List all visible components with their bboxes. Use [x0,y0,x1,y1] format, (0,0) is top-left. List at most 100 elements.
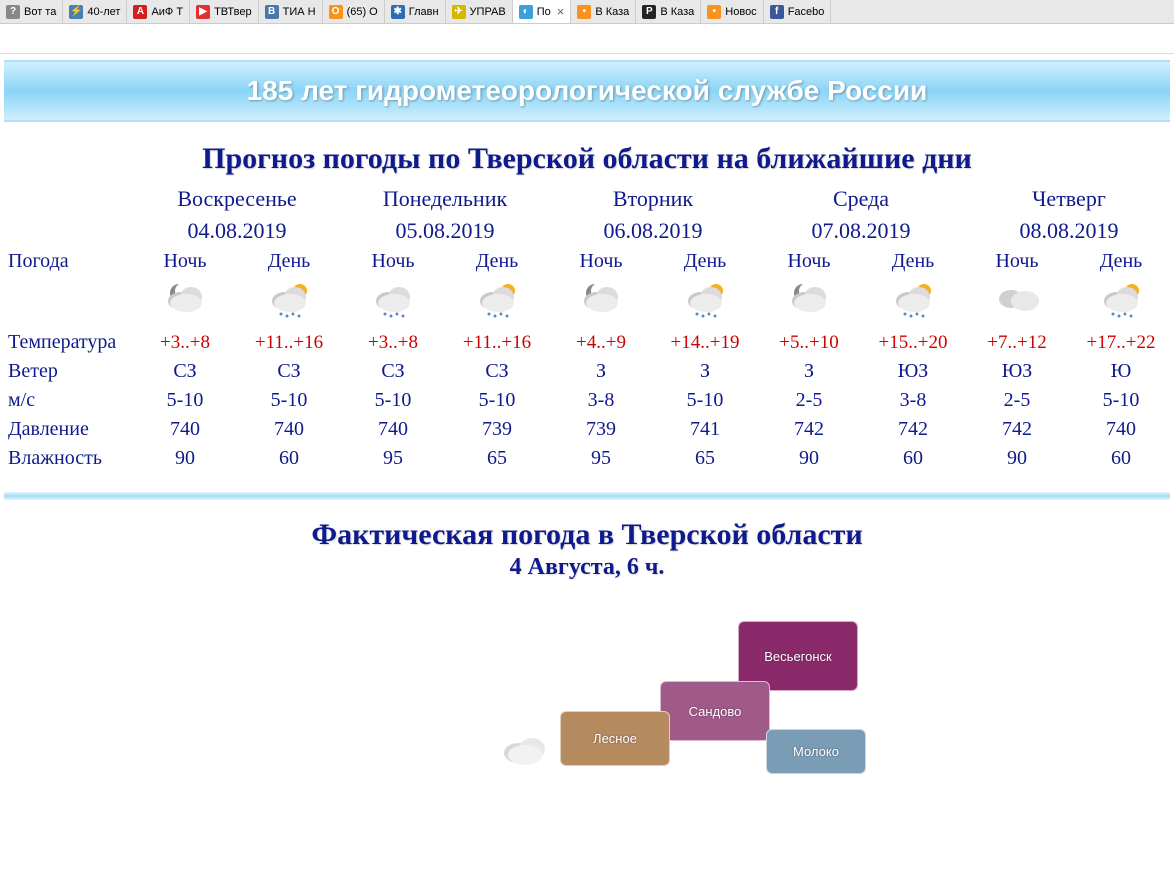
pressure-cell-8: 742 [966,416,1068,443]
tab-label-6: Главн [409,6,439,18]
weather-icon-cell-0 [134,277,236,327]
row-part-labels: Погода НочьДеньНочьДеньНочьДеньНочьДеньН… [2,248,1172,275]
cloud-rain-icon [369,302,417,324]
temp-cell-6: +5..+10 [758,329,860,356]
row-humidity: Влажность 90609565956590609060 [2,445,1172,472]
wind-dir-cell-6: З [758,358,860,385]
actual-weather-title: Фактическая погода в Тверской области [0,518,1174,552]
row-day-names: ВоскресеньеПонедельникВторникСредаЧетвер… [2,184,1172,214]
tab-favicon-11: • [707,5,721,19]
pressure-cell-1: 740 [238,416,340,443]
anniversary-banner: 185 лет гидрометеорологической службе Ро… [4,60,1170,122]
temp-cell-9: +17..+22 [1070,329,1172,356]
row-label-pressure: Давление [2,416,132,443]
map-region-Сандово[interactable]: Сандово [660,681,770,741]
wind-dir-cell-9: Ю [1070,358,1172,385]
night-cloud-icon [577,302,625,324]
forecast-table: ВоскресеньеПонедельникВторникСредаЧетвер… [0,182,1174,474]
wind-speed-cell-3: 5-10 [446,387,548,414]
browser-tab-6[interactable]: ✱Главн [385,0,446,23]
browser-tab-0[interactable]: ?Вот та [0,0,63,23]
sun-rain-icon [473,302,521,324]
browser-tab-3[interactable]: ▶ТВТвер [190,0,259,23]
sun-rain-icon [889,302,937,324]
tab-favicon-1: ⚡ [69,5,83,19]
humidity-cell-5: 65 [654,445,756,472]
tab-favicon-10: Р [642,5,656,19]
tab-label-4: ТИА Н [283,6,316,18]
day-date-3: 07.08.2019 [758,216,964,246]
weather-icon-cell-3 [446,277,548,327]
night-cloud-icon [161,302,209,324]
map-region-Молоко[interactable]: Молоко [766,729,866,774]
tab-label-9: В Каза [595,6,629,18]
part-label-3: День [446,248,548,275]
tab-favicon-5: О [329,5,343,19]
wind-speed-cell-2: 5-10 [342,387,444,414]
forecast-title: Прогноз погоды по Тверской области на бл… [0,142,1174,176]
row-label-wind: Ветер [2,358,132,385]
temp-cell-1: +11..+16 [238,329,340,356]
wind-speed-cell-1: 5-10 [238,387,340,414]
row-day-dates: 04.08.201905.08.201906.08.201907.08.2019… [2,216,1172,246]
humidity-cell-6: 90 [758,445,860,472]
humidity-cell-7: 60 [862,445,964,472]
browser-tab-4[interactable]: ВТИА Н [259,0,323,23]
tab-favicon-12: f [770,5,784,19]
part-label-1: День [238,248,340,275]
browser-tab-10[interactable]: РВ Каза [636,0,701,23]
pressure-cell-2: 740 [342,416,444,443]
day-date-4: 08.08.2019 [966,216,1172,246]
part-label-4: Ночь [550,248,652,275]
clouds-icon [993,302,1041,324]
part-label-6: Ночь [758,248,860,275]
banner-wrap: 185 лет гидрометеорологической службе Ро… [0,54,1174,128]
tab-close-icon[interactable]: × [557,4,565,19]
browser-tab-11[interactable]: •Новос [701,0,763,23]
part-label-5: День [654,248,756,275]
browser-tab-2[interactable]: ААиФ Т [127,0,190,23]
sun-rain-icon [681,302,729,324]
wind-speed-cell-4: 3-8 [550,387,652,414]
weather-icon-cell-4 [550,277,652,327]
tab-label-8: По [537,6,551,18]
browser-tab-9[interactable]: •В Каза [571,0,636,23]
row-weather-icons [2,277,1172,327]
row-pressure: Давление 740740740739739741742742742740 [2,416,1172,443]
weather-icon-cell-8 [966,277,1068,327]
actual-weather-subtitle: 4 Августа, 6 ч. [0,554,1174,581]
temp-cell-5: +14..+19 [654,329,756,356]
temp-cell-8: +7..+12 [966,329,1068,356]
day-name-1: Понедельник [342,184,548,214]
browser-tab-5[interactable]: О(65) О [323,0,385,23]
tab-favicon-3: ▶ [196,5,210,19]
row-temperature: Температура +3..+8+11..+16+3..+8+11..+16… [2,329,1172,356]
tab-favicon-8: ◐ [519,5,533,19]
browser-tab-7[interactable]: ✈УПРАВ [446,0,513,23]
pressure-cell-6: 742 [758,416,860,443]
row-label-humidity: Влажность [2,445,132,472]
wind-speed-cell-0: 5-10 [134,387,236,414]
pressure-cell-0: 740 [134,416,236,443]
temp-cell-3: +11..+16 [446,329,548,356]
browser-tab-1[interactable]: ⚡40-лет [63,0,127,23]
weather-icon-cell-6 [758,277,860,327]
part-label-2: Ночь [342,248,444,275]
wind-speed-cell-6: 2-5 [758,387,860,414]
weather-icon-cell-1 [238,277,340,327]
map-region-Лесное[interactable]: Лесное [560,711,670,766]
pressure-cell-9: 740 [1070,416,1172,443]
tab-label-7: УПРАВ [470,6,506,18]
tab-label-0: Вот та [24,6,56,18]
wind-dir-cell-2: СЗ [342,358,444,385]
row-label-wind-unit: м/с [2,387,132,414]
temp-cell-2: +3..+8 [342,329,444,356]
browser-tab-8[interactable]: ◐ По × [513,0,572,23]
night-cloud-icon [785,302,833,324]
sun-rain-icon [265,302,313,324]
tab-label-2: АиФ Т [151,6,183,18]
row-label-temp: Температура [2,329,132,356]
pressure-cell-4: 739 [550,416,652,443]
humidity-cell-4: 95 [550,445,652,472]
browser-tab-12[interactable]: fFacebo [764,0,832,23]
